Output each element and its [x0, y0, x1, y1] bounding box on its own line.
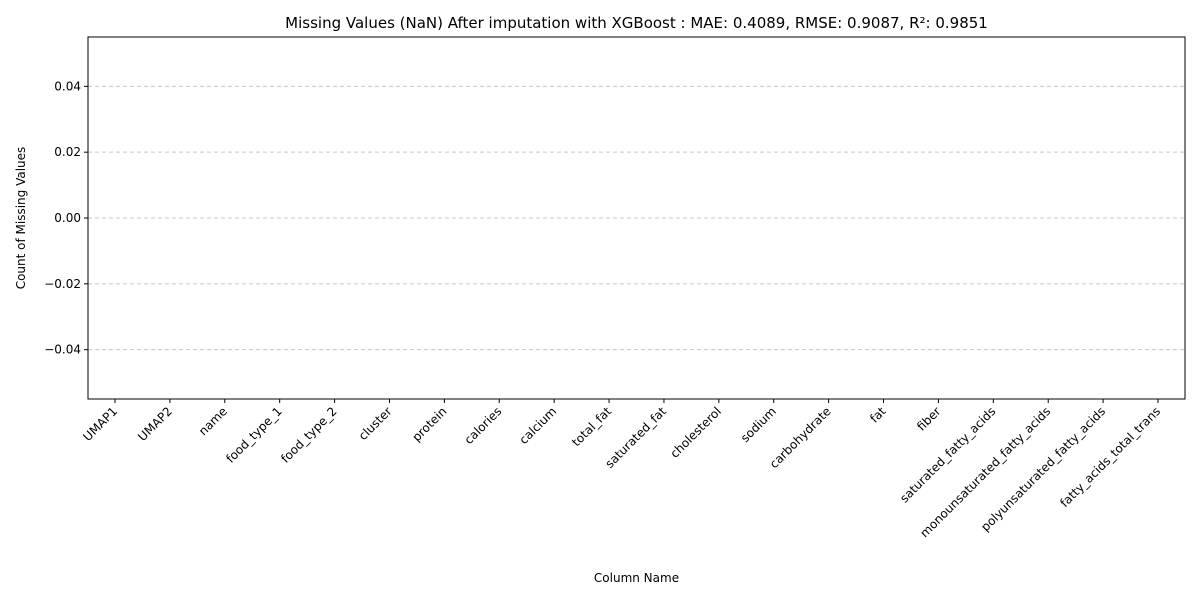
y-axis-label: Count of Missing Values — [14, 147, 28, 290]
y-tick-label: −0.04 — [44, 343, 81, 357]
y-tick-label: −0.02 — [44, 277, 81, 291]
grid-lines — [88, 85, 1185, 351]
x-axis-label: Column Name — [594, 571, 679, 585]
y-axis: −0.04 −0.02 0.00 0.02 0.04 — [44, 79, 88, 357]
chart-title: Missing Values (NaN) After imputation wi… — [285, 14, 988, 32]
y-tick-label: 0.02 — [54, 145, 81, 159]
y-tick-label: 0.04 — [54, 79, 81, 93]
y-tick-label: 0.00 — [54, 211, 81, 225]
